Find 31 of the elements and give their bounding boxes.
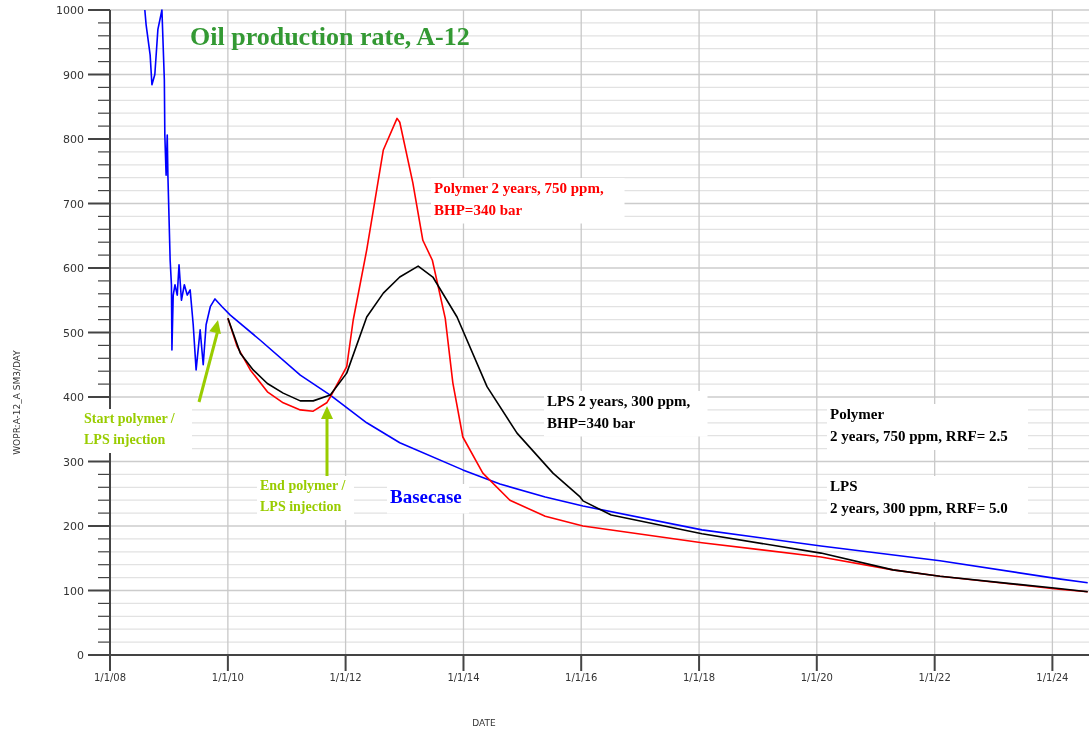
y-tick-label: 100 (63, 584, 84, 598)
x-axis-title: DATE (472, 718, 497, 728)
x-tick-label: 1/1/22 (918, 672, 951, 683)
x-tick-label: 1/1/20 (800, 672, 833, 683)
x-tick-label: 1/1/08 (93, 672, 127, 683)
y-tick-label: 400 (63, 391, 84, 404)
x-tick-label: 1/1/16 (565, 672, 598, 683)
y-tick-label: 1000 (56, 4, 84, 17)
y-tick-label: 600 (63, 262, 84, 275)
x-tick-label: 1/1/10 (211, 672, 244, 683)
y-tick-label: 0 (77, 649, 84, 662)
y-axis-title: WOPR:A-12_A SM3/DAY (12, 349, 22, 455)
series-label: Basecase (390, 486, 462, 507)
x-tick-label: 1/1/12 (329, 672, 362, 683)
annotation: LPS 2 years, 300 ppm, RRF= 5.0 (830, 478, 1008, 516)
annotation: Polymer 2 years, 750 ppm, RRF= 2.5 (830, 406, 1008, 444)
y-tick-label: 200 (63, 520, 84, 533)
x-tick-label: 1/1/14 (447, 672, 480, 683)
y-tick-label: 500 (63, 326, 84, 340)
series-label: LPS 2 years, 300 ppm, BHP=340 bar (547, 393, 691, 431)
y-tick-label: 700 (63, 197, 84, 211)
y-tick-label: 800 (63, 133, 84, 146)
text: Oil production rate, A-12 (190, 22, 470, 51)
y-tick-label: 300 (63, 455, 84, 469)
x-tick-label: 1/1/18 (682, 672, 716, 683)
annotation: End polymer / LPS injection (260, 478, 347, 514)
series-label: Polymer 2 years, 750 ppm, BHP=340 bar (434, 180, 604, 218)
x-tick-label: 1/1/24 (1036, 672, 1069, 683)
y-tick-label: 900 (63, 68, 84, 82)
line-series (227, 265, 1089, 593)
annotation: Start polymer / LPS injection (84, 411, 176, 447)
